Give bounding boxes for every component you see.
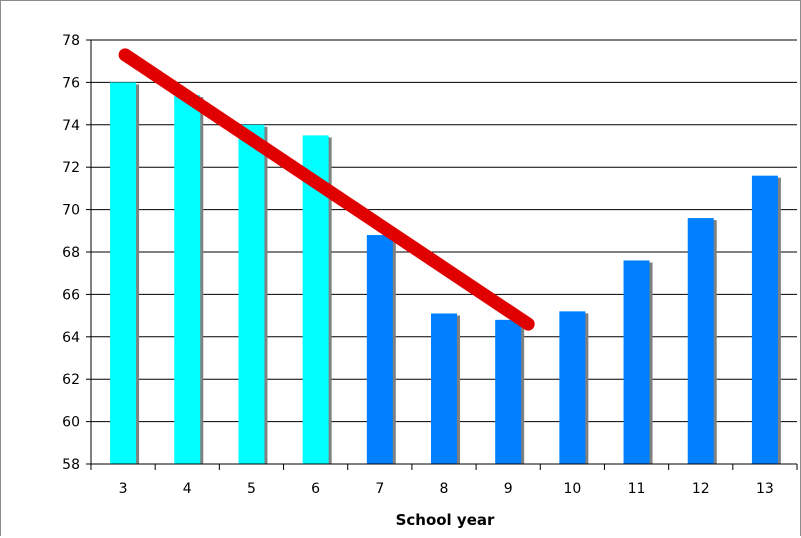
bar-13: [751, 175, 778, 464]
y-tick-label-78: 78: [62, 33, 80, 49]
frame-bottom-edge: [0, 536, 801, 538]
x-tick-label-5: 5: [247, 481, 256, 497]
bars: [110, 82, 781, 465]
x-tick-label-4: 4: [183, 481, 192, 497]
trend-line: [118, 48, 535, 331]
x-axis-tick-labels: 3 4 5 6 7 8 9 10 11 12 13: [119, 481, 774, 497]
x-tick-label-6: 6: [311, 481, 320, 497]
bar-4: [174, 95, 201, 465]
y-tick-label-70: 70: [62, 203, 80, 219]
y-tick-label-66: 66: [62, 287, 80, 303]
y-tick-label-60: 60: [62, 415, 80, 431]
x-tick-label-13: 13: [756, 481, 774, 497]
x-tick-label-9: 9: [504, 481, 513, 497]
y-tick-label-64: 64: [62, 330, 80, 346]
y-tick-label-58: 58: [62, 457, 80, 473]
bar-3: [110, 82, 137, 465]
y-tick-label-68: 68: [62, 245, 80, 261]
axes: [90, 40, 798, 470]
y-tick-label-72: 72: [62, 160, 80, 176]
gridlines: [86, 39, 797, 465]
bar-5: [238, 124, 265, 465]
bar-11: [623, 260, 650, 464]
bar-8: [431, 313, 457, 464]
x-axis-title: School year: [396, 511, 495, 529]
x-tick-label-10: 10: [563, 481, 581, 497]
x-tick-label-11: 11: [628, 481, 646, 497]
x-tick-label-12: 12: [692, 481, 710, 497]
y-tick-label-74: 74: [62, 118, 80, 134]
x-tick-label-3: 3: [119, 481, 128, 497]
bar-10: [559, 311, 586, 464]
bar-7: [366, 235, 393, 464]
x-tick-label-8: 8: [440, 481, 449, 497]
bar-12: [687, 218, 714, 464]
y-tick-label-76: 76: [62, 75, 80, 91]
x-tick-label-7: 7: [375, 481, 384, 497]
trend-line-segment: [118, 48, 535, 331]
y-axis-tick-labels: 58 60 62 64 66 68 70 72 74 76 78: [62, 33, 80, 473]
bar-9: [495, 319, 522, 464]
y-tick-label-62: 62: [62, 372, 80, 388]
